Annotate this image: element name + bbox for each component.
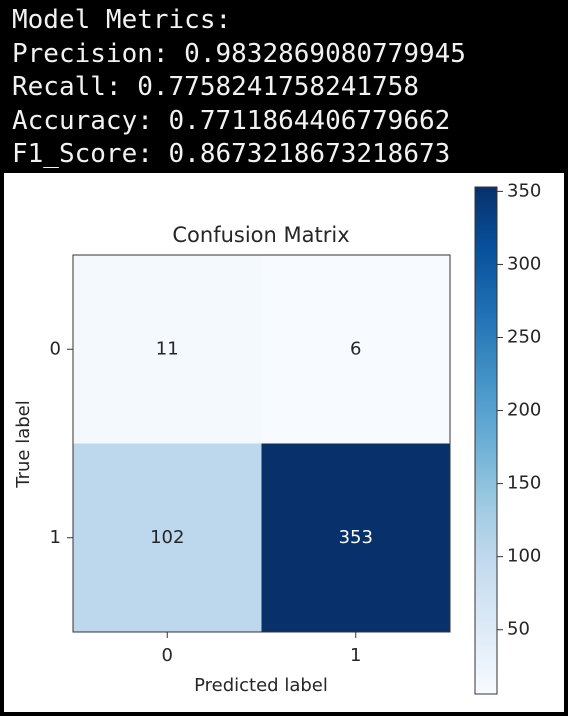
- console-output: Model Metrics: Precision: 0.9832869080779…: [12, 4, 466, 172]
- colorbar-tick-label: 350: [507, 180, 541, 201]
- console-line: Accuracy: 0.7711864406779662: [12, 105, 451, 136]
- x-axis-label: Predicted label: [194, 675, 328, 696]
- x-tick-label: 1: [350, 645, 361, 666]
- chart-title: Confusion Matrix: [172, 223, 349, 247]
- colorbar-tick-label: 50: [507, 619, 530, 640]
- heatmap-cell: [261, 443, 450, 632]
- heatmap-cell: [73, 443, 262, 632]
- cell-label: 6: [350, 338, 361, 359]
- console-line: Model Metrics:: [12, 5, 232, 35]
- console-line: Precision: 0.9832869080779945: [12, 38, 466, 69]
- cell-label: 102: [150, 527, 184, 548]
- colorbar-tick-label: 150: [507, 473, 541, 494]
- y-tick-label: 0: [50, 338, 61, 359]
- heatmap-cell: [261, 255, 450, 444]
- console-line: Recall: 0.7758241758241758: [12, 72, 419, 102]
- y-tick-label: 1: [50, 527, 61, 548]
- colorbar-tick-label: 100: [507, 546, 541, 567]
- axes-frame: [72, 254, 451, 633]
- cell-label: 11: [156, 338, 179, 359]
- console-line: F1_Score: 0.8673218673218673: [12, 139, 451, 169]
- cell-label: 353: [339, 527, 373, 548]
- x-tick-label: 0: [162, 645, 173, 666]
- colorbar-tick-label: 250: [507, 326, 541, 347]
- colorbar-tick-label: 300: [507, 253, 541, 274]
- colorbar: [474, 186, 498, 695]
- colorbar-tick-label: 200: [507, 400, 541, 421]
- heatmap-cell: [73, 255, 262, 444]
- y-axis-label: True label: [13, 400, 34, 489]
